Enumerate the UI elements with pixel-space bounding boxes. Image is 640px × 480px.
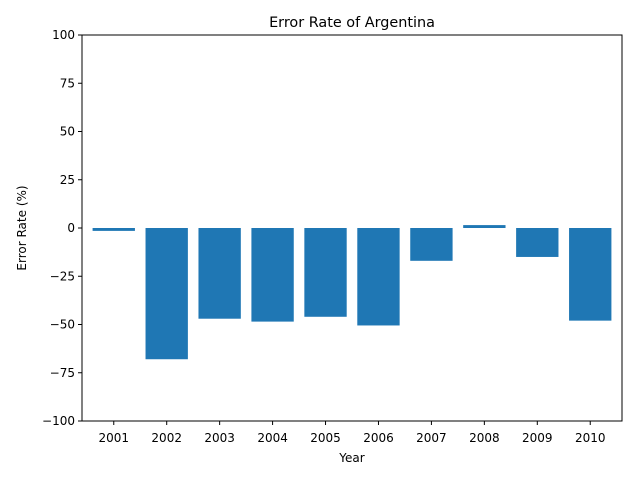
bar-2005 (304, 228, 347, 317)
bar-2004 (251, 228, 294, 322)
x-tick-label-2008: 2008 (469, 431, 500, 445)
x-axis: 2001 2002 2003 2004 2005 2006 2007 2008 2009 2010 (98, 421, 606, 445)
x-tick-label-2005: 2005 (310, 431, 341, 445)
y-tick-label: −25 (50, 269, 75, 283)
y-tick-label: 100 (52, 28, 75, 42)
y-axis: −100 −75 −50 −25 0 25 50 75 100 (42, 28, 82, 428)
x-tick-label-2007: 2007 (416, 431, 447, 445)
x-tick-label-2010: 2010 (575, 431, 606, 445)
bar-2001 (92, 228, 135, 231)
y-tick-label: 75 (60, 76, 75, 90)
bar-2008 (463, 225, 506, 228)
x-axis-label: Year (338, 451, 364, 465)
y-tick-label: 25 (60, 173, 75, 187)
x-tick-label-2009: 2009 (522, 431, 553, 445)
y-tick-label: −75 (50, 366, 75, 380)
bars-group (92, 225, 612, 360)
x-tick-label-2006: 2006 (363, 431, 394, 445)
x-tick-label-2002: 2002 (151, 431, 182, 445)
y-axis-label: Error Rate (%) (15, 185, 29, 270)
plot-frame (81, 34, 623, 422)
x-tick-label-2004: 2004 (257, 431, 288, 445)
y-tick-label: −50 (50, 318, 75, 332)
bar-2002 (145, 228, 188, 360)
y-tick-label: 0 (67, 221, 75, 235)
bar-2006 (357, 228, 400, 326)
chart-title: Error Rate of Argentina (269, 15, 435, 31)
bar-2010 (569, 228, 612, 321)
x-tick-label-2003: 2003 (204, 431, 235, 445)
bar-2009 (516, 228, 559, 257)
x-tick-label-2001: 2001 (98, 431, 129, 445)
y-tick-label: 50 (60, 125, 75, 139)
y-tick-label: −100 (42, 414, 75, 428)
bar-2007 (410, 228, 453, 261)
bar-2003 (198, 228, 241, 319)
